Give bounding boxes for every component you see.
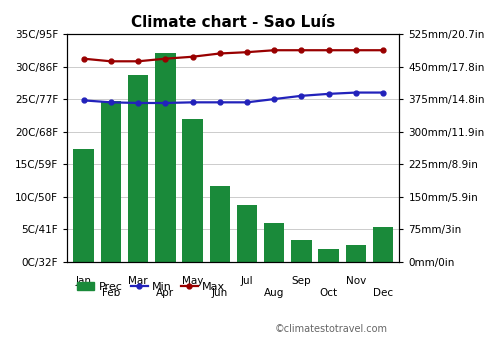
- Text: Feb: Feb: [102, 288, 120, 298]
- Text: Apr: Apr: [156, 288, 174, 298]
- Text: Oct: Oct: [320, 288, 338, 298]
- Text: May: May: [182, 276, 203, 286]
- Text: ©climatestotravel.com: ©climatestotravel.com: [275, 324, 388, 334]
- Bar: [128, 75, 148, 262]
- Text: Aug: Aug: [264, 288, 284, 298]
- Legend: Prec, Min, Max: Prec, Min, Max: [73, 277, 230, 296]
- Bar: [291, 240, 312, 262]
- Bar: [346, 245, 366, 262]
- Bar: [373, 227, 394, 262]
- Text: Mar: Mar: [128, 276, 148, 286]
- Bar: [74, 149, 94, 262]
- Bar: [182, 119, 203, 262]
- Text: Jun: Jun: [212, 288, 228, 298]
- Bar: [318, 249, 339, 262]
- Bar: [100, 101, 121, 262]
- Title: Climate chart - Sao Luís: Climate chart - Sao Luís: [131, 15, 336, 30]
- Text: Jan: Jan: [76, 276, 92, 286]
- Bar: [155, 54, 176, 262]
- Bar: [264, 223, 284, 262]
- Text: Sep: Sep: [292, 276, 312, 286]
- Text: Dec: Dec: [373, 288, 393, 298]
- Text: Jul: Jul: [240, 276, 254, 286]
- Bar: [237, 205, 257, 262]
- Text: Nov: Nov: [346, 276, 366, 286]
- Bar: [210, 186, 230, 262]
